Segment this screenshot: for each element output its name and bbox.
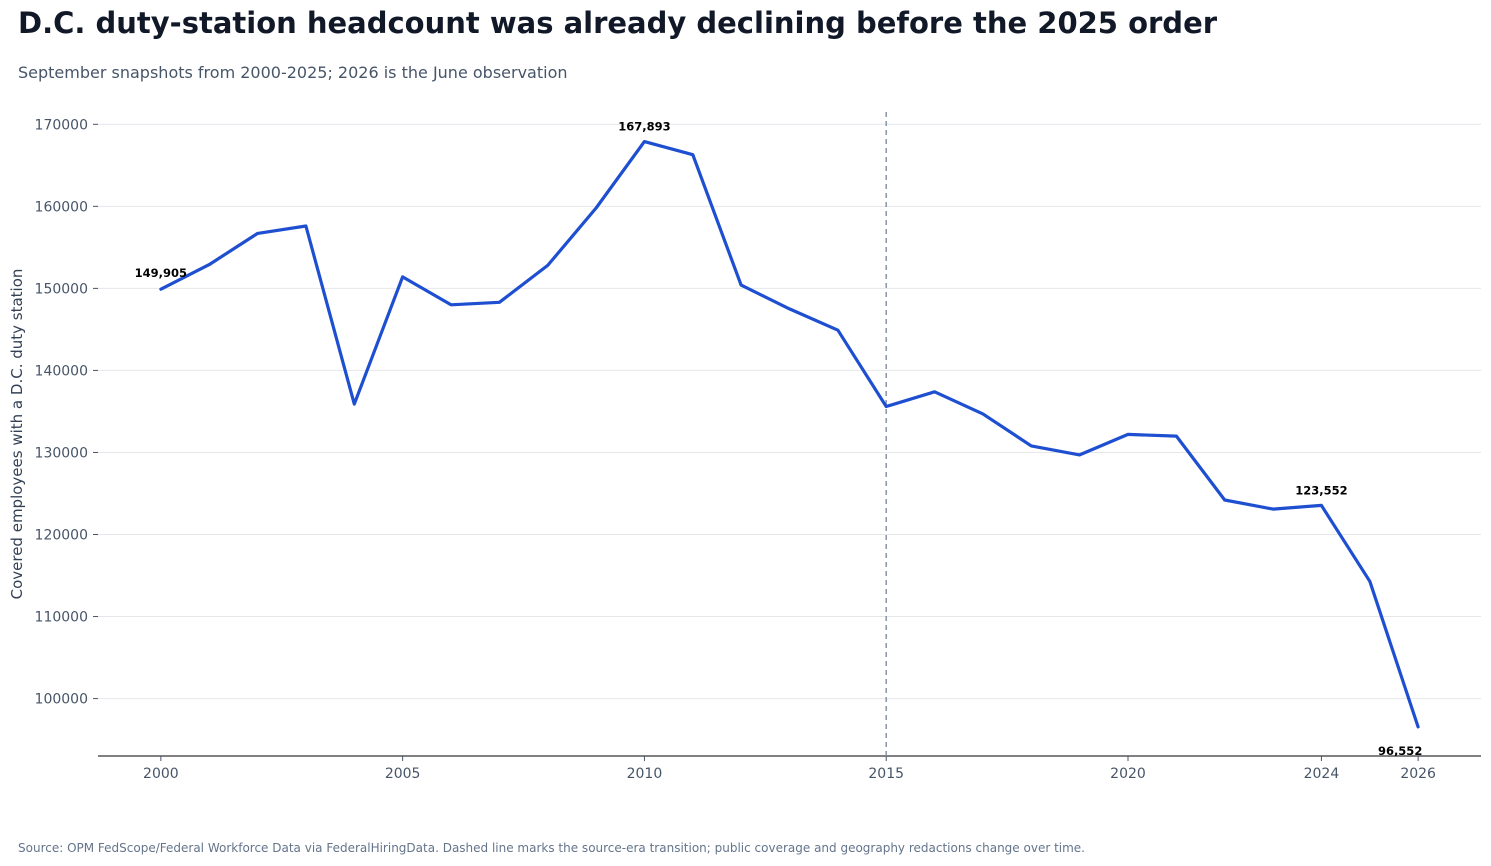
x-tick-label: 2005 — [385, 766, 421, 782]
x-tick-label: 2010 — [627, 766, 663, 782]
chart-title: D.C. duty-station headcount was already … — [18, 6, 1218, 40]
y-tick-label: 140000 — [35, 363, 88, 379]
y-tick-label: 120000 — [35, 527, 88, 543]
x-tick-label: 2026 — [1400, 766, 1436, 782]
y-tick-label: 100000 — [35, 692, 88, 708]
y-tick-label: 130000 — [35, 445, 88, 461]
x-tick-label: 2000 — [143, 766, 179, 782]
y-tick-label: 160000 — [35, 199, 88, 215]
annotations: 149,905 167,893 123,552 96,552 — [135, 120, 1423, 758]
y-tick-label: 150000 — [35, 281, 88, 297]
data-label: 96,552 — [1378, 744, 1422, 758]
x-tick-label: 2020 — [1110, 766, 1146, 782]
data-label: 167,893 — [618, 120, 670, 134]
chart-subtitle: September snapshots from 2000-2025; 2026… — [18, 63, 568, 82]
gridlines — [98, 123, 1481, 700]
y-axis-label: Covered employees with a D.C. duty stati… — [8, 269, 26, 600]
series — [159, 140, 1420, 729]
x-tick-label: 2015 — [868, 766, 904, 782]
source-note: Source: OPM FedScope/Federal Workforce D… — [18, 841, 1085, 855]
y-tick-label: 170000 — [35, 117, 88, 133]
x-tick-label: 2024 — [1304, 766, 1340, 782]
data-label: 123,552 — [1295, 483, 1347, 497]
y-tick-label: 110000 — [35, 610, 88, 626]
axes: 100000 110000 120000 130000 140000 150000 1600… — [35, 117, 1481, 782]
series-line — [159, 140, 1420, 729]
data-label: 149,905 — [135, 266, 187, 280]
